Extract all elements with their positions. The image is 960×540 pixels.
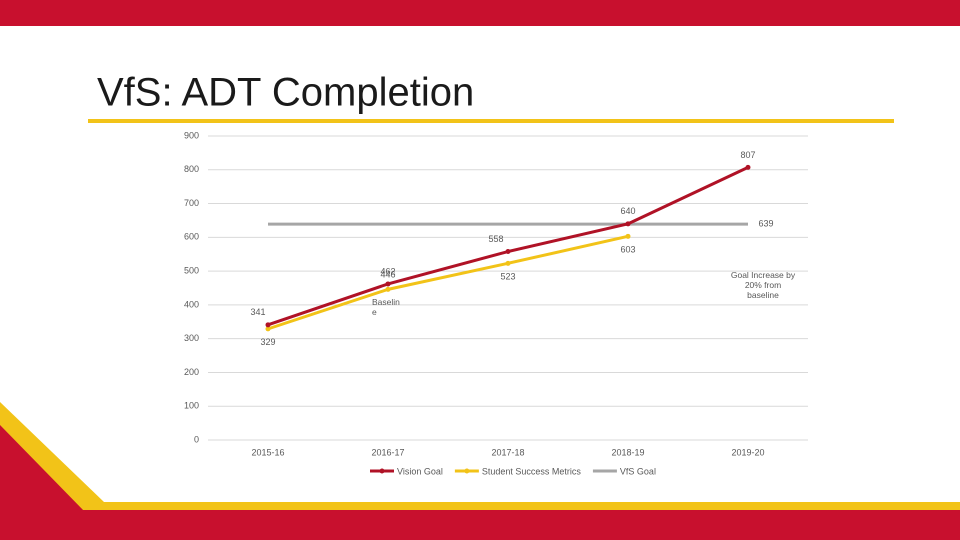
x-tick-label: 2019-20 (731, 447, 764, 457)
series-line (267, 166, 749, 327)
x-tick-label: 2016-17 (371, 447, 404, 457)
y-tick-label: 300 (184, 333, 199, 343)
x-tick-label: 2018-19 (611, 447, 644, 457)
data-label: 558 (488, 234, 503, 244)
legend-label: VfS Goal (620, 466, 656, 476)
y-tick-label: 200 (184, 367, 199, 377)
data-label: 446 (380, 270, 395, 280)
point (385, 286, 391, 292)
point (625, 221, 631, 227)
data-label: 640 (620, 206, 635, 216)
annotation: Baseline (372, 297, 400, 317)
point (745, 164, 751, 170)
y-tick-label: 100 (184, 401, 199, 411)
legend-marker (379, 468, 385, 474)
bottom-stripe (0, 402, 960, 512)
legend-label: Vision Goal (397, 466, 443, 476)
data-label: 603 (620, 245, 635, 255)
bottom-bar (0, 510, 960, 540)
data-label: 523 (500, 272, 515, 282)
legend-label: Student Success Metrics (482, 466, 582, 476)
corner-decoration (0, 425, 85, 512)
series-line (267, 234, 629, 331)
legend-marker (464, 468, 470, 474)
point (505, 249, 511, 255)
x-tick-label: 2015-16 (251, 447, 284, 457)
y-tick-label: 700 (184, 198, 199, 208)
point (385, 281, 391, 287)
top-bar (0, 0, 960, 26)
y-tick-label: 900 (184, 130, 199, 140)
x-tick-label: 2017-18 (491, 447, 524, 457)
point (625, 233, 631, 239)
y-tick-label: 400 (184, 299, 199, 309)
slide-title: VfS: ADT Completion (97, 71, 474, 115)
data-label: 639 (758, 219, 773, 229)
point (265, 322, 271, 328)
y-tick-label: 800 (184, 164, 199, 174)
y-tick-label: 500 (184, 265, 199, 275)
point (505, 260, 511, 266)
title-underline (88, 119, 894, 123)
point (265, 326, 271, 332)
annotation: Goal Increase by 20% from baseline (730, 270, 796, 300)
y-tick-label: 600 (184, 232, 199, 242)
data-label: 462 (380, 266, 395, 276)
y-tick-label: 0 (194, 434, 199, 444)
data-label: 329 (260, 337, 275, 347)
data-label: 807 (740, 150, 755, 160)
data-label: 341 (250, 307, 265, 317)
